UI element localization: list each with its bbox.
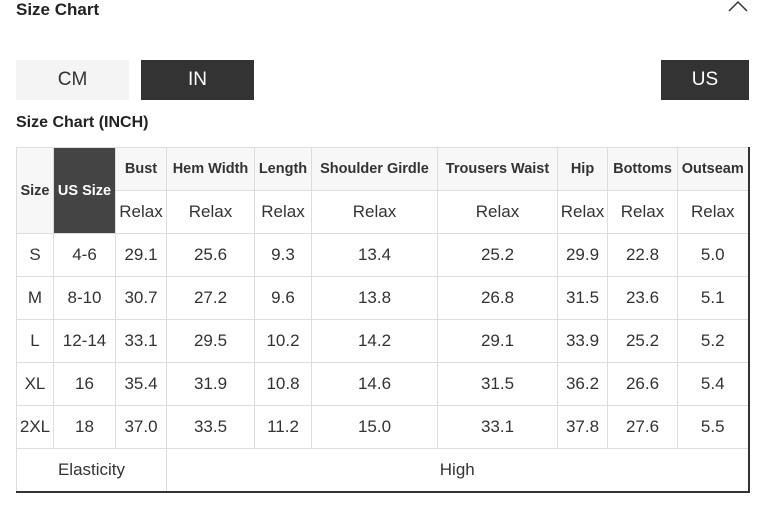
table-cell: 36.2 — [557, 362, 608, 406]
table-cell: 5.1 — [677, 276, 749, 320]
table-cell: L — [16, 319, 54, 363]
column-subheader: Relax — [437, 190, 558, 234]
table-cell: 10.2 — [254, 319, 312, 363]
table-cell: 8-10 — [53, 276, 116, 320]
table-cell: 25.6 — [166, 233, 255, 277]
table-cell: 9.3 — [254, 233, 312, 277]
table-cell: 33.1 — [437, 405, 558, 449]
size-chart-table: Size US Size Bust Hem Width Length Shoulder… — [16, 147, 750, 493]
table-cell: 5.4 — [677, 362, 749, 406]
table-cell: 10.8 — [254, 362, 312, 406]
elasticity-label: Elasticity — [16, 448, 167, 493]
header-size: Size — [16, 147, 54, 234]
table-cell: 29.1 — [437, 319, 558, 363]
table-cell: 2XL — [16, 405, 54, 449]
table-cell: 12-14 — [53, 319, 116, 363]
table-cell: 22.8 — [607, 233, 678, 277]
table-cell: 26.8 — [437, 276, 558, 320]
table-cell: S — [16, 233, 54, 277]
table-cell: 27.2 — [166, 276, 255, 320]
table-cell: 27.6 — [607, 405, 678, 449]
table-cell: 25.2 — [607, 319, 678, 363]
table-cell: 33.5 — [166, 405, 255, 449]
table-cell: 14.6 — [311, 362, 438, 406]
table-cell: 14.2 — [311, 319, 438, 363]
chevron-up-icon[interactable] — [727, 0, 749, 14]
column-subheader: Relax — [115, 190, 167, 234]
table-cell: 35.4 — [115, 362, 167, 406]
table-cell: 4-6 — [53, 233, 116, 277]
table-cell: 5.0 — [677, 233, 749, 277]
table-cell: 29.1 — [115, 233, 167, 277]
table-title: Size Chart (INCH) — [16, 114, 149, 131]
table-cell: 33.1 — [115, 319, 167, 363]
table-cell: M — [16, 276, 54, 320]
column-header: Length — [254, 147, 312, 191]
table-cell: 5.2 — [677, 319, 749, 363]
column-subheader: Relax — [311, 190, 438, 234]
region-us-button[interactable]: US — [661, 60, 749, 100]
column-subheader: Relax — [607, 190, 678, 234]
section-title: Size Chart — [16, 0, 100, 19]
column-header: Bottoms — [607, 147, 678, 191]
table-cell: 9.6 — [254, 276, 312, 320]
table-cell: 33.9 — [557, 319, 608, 363]
unit-in-button[interactable]: IN — [141, 60, 254, 100]
table-cell: 25.2 — [437, 233, 558, 277]
column-header: Hip — [557, 147, 608, 191]
unit-cm-button[interactable]: CM — [16, 60, 129, 100]
table-row: L 12-14 33.1 29.5 10.2 14.2 29.1 33.9 25.2 5.2 — [16, 319, 749, 363]
table-cell: 13.8 — [311, 276, 438, 320]
elasticity-row: Elasticity High — [16, 448, 749, 493]
table-cell: 29.9 — [557, 233, 608, 277]
table-cell: 13.4 — [311, 233, 438, 277]
table-cell: XL — [16, 362, 54, 406]
table-row: S 4-6 29.1 25.6 9.3 13.4 25.2 29.9 22.8 5.0 — [16, 233, 749, 277]
table-row: XL 16 35.4 31.9 10.8 14.6 31.5 36.2 26.6 5.4 — [16, 362, 749, 406]
column-subheader: Relax — [254, 190, 312, 234]
column-subheader: Relax — [677, 190, 749, 234]
column-subheader: Relax — [166, 190, 255, 234]
table-cell: 15.0 — [311, 405, 438, 449]
elasticity-value: High — [166, 448, 749, 493]
table-cell: 23.6 — [607, 276, 678, 320]
header-us-size: US Size — [53, 147, 116, 234]
table-cell: 31.5 — [557, 276, 608, 320]
table-cell: 29.5 — [166, 319, 255, 363]
table-cell: 26.6 — [607, 362, 678, 406]
table-cell: 16 — [53, 362, 116, 406]
table-cell: 5.5 — [677, 405, 749, 449]
table-cell: 37.0 — [115, 405, 167, 449]
table-cell: 18 — [53, 405, 116, 449]
table-cell: 30.7 — [115, 276, 167, 320]
column-header: Outseam — [677, 147, 749, 191]
column-header: Bust — [115, 147, 167, 191]
table-cell: 11.2 — [254, 405, 312, 449]
table-cell: 37.8 — [557, 405, 608, 449]
column-header: Trousers Waist — [437, 147, 558, 191]
column-subheader: Relax — [557, 190, 608, 234]
table-row: 2XL 18 37.0 33.5 11.2 15.0 33.1 37.8 27.6 5.5 — [16, 405, 749, 449]
table-cell: 31.9 — [166, 362, 255, 406]
column-header: Hem Width — [166, 147, 255, 191]
table-cell: 31.5 — [437, 362, 558, 406]
column-header: Shoulder Girdle — [311, 147, 438, 191]
table-row: M 8-10 30.7 27.2 9.6 13.8 26.8 31.5 23.6 5.1 — [16, 276, 749, 320]
